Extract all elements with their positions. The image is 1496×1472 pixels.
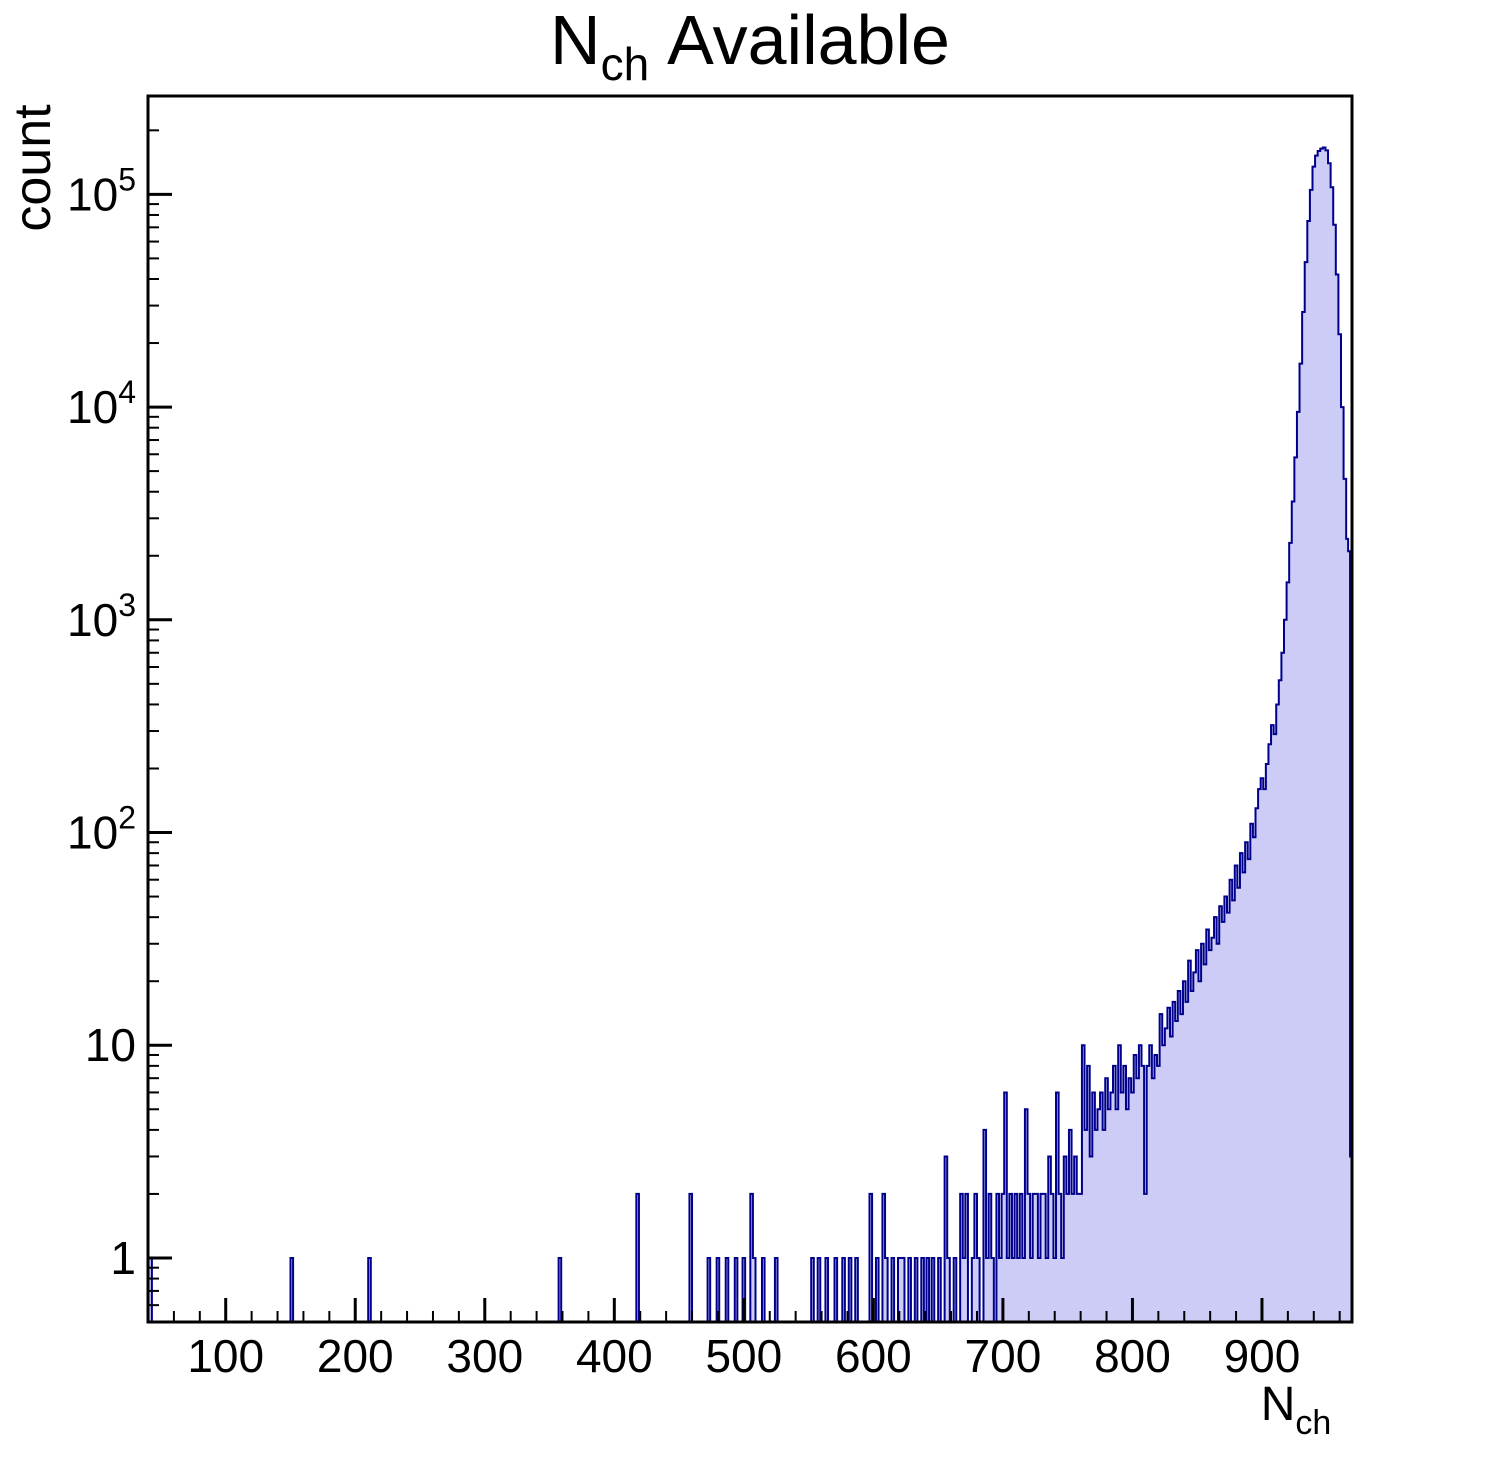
- y-tick-label: 1: [110, 1232, 136, 1284]
- x-tick-label: 700: [965, 1330, 1042, 1382]
- x-axis-title: Nch: [1261, 1378, 1332, 1442]
- y-tick-label: 103: [67, 587, 136, 646]
- x-tick-label: 100: [187, 1330, 264, 1382]
- y-tick-label: 102: [67, 800, 136, 859]
- y-tick-label: 105: [67, 161, 136, 220]
- x-tick-label: 800: [1094, 1330, 1171, 1382]
- y-axis-title: count: [4, 104, 62, 232]
- x-tick-label: 200: [317, 1330, 394, 1382]
- y-tick-label: 10: [85, 1019, 136, 1071]
- y-tick-label: 104: [67, 374, 136, 433]
- x-tick-label: 500: [705, 1330, 782, 1382]
- x-tick-label: 300: [446, 1330, 523, 1382]
- x-axis: 100 200 300 400 500 600 700 800 900: [147, 1298, 1341, 1382]
- histogram-fill: [148, 147, 1352, 1322]
- y-axis: 1 10 102 103 104 105: [67, 129, 172, 1307]
- x-tick-label: 600: [835, 1330, 912, 1382]
- plot-frame: [146, 94, 1354, 1324]
- x-tick-label: 900: [1224, 1330, 1301, 1382]
- x-tick-label: 400: [576, 1330, 653, 1382]
- chart-title: Nch Available: [550, 1, 950, 90]
